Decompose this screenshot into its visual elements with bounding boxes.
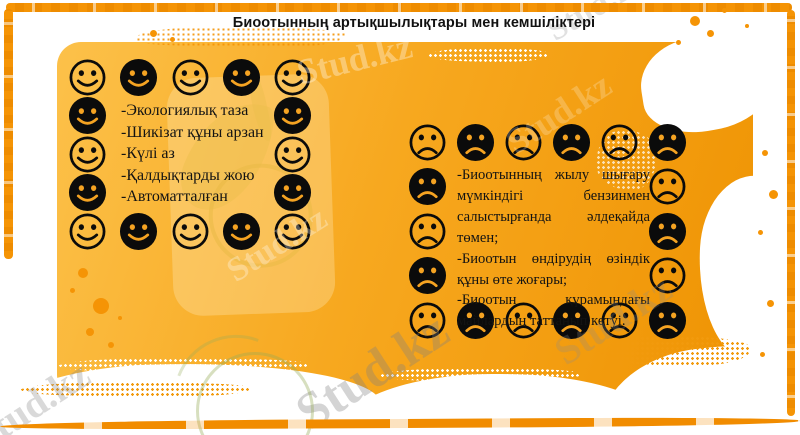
sad-filled-face-icon [403, 165, 451, 210]
disadvantage-item: -Биоотынның жылу шығару мүмкіндігі бензи… [457, 167, 650, 246]
sad-outline-face-icon [643, 254, 691, 299]
sad-filled-face-icon [547, 120, 595, 165]
sad-filled-face-icon [643, 298, 691, 343]
happy-filled-face-icon [216, 212, 267, 251]
grunge-frame-right [787, 10, 795, 416]
sad-outline-face-icon [403, 298, 451, 343]
paint-splatter [745, 24, 749, 28]
advantage-item: -Қалдықтарды жою [121, 166, 255, 184]
paint-splatter [769, 190, 778, 199]
happy-outline-face-icon [267, 212, 318, 251]
happy-outline-face-icon [62, 135, 113, 174]
halftone-speckle [600, 336, 750, 366]
advantage-item: -Шикізат құны арзан [121, 123, 264, 141]
sad-filled-face-icon [403, 254, 451, 299]
advantages-list: -Экологиялық таза -Шикізат құны арзан -Күл… [121, 100, 306, 208]
disadvantages-list: -Биоотынның жылу шығару мүмкіндігі бензи… [457, 165, 650, 332]
grunge-frame-left [4, 9, 13, 259]
paint-splatter [767, 300, 774, 307]
happy-filled-face-icon [113, 212, 164, 251]
sad-outline-face-icon [403, 120, 451, 165]
paint-splatter [762, 150, 768, 156]
grunge-frame-top [6, 3, 792, 12]
happy-outline-face-icon [267, 58, 318, 97]
sad-filled-face-icon [451, 298, 499, 343]
paint-splatter [78, 268, 88, 278]
happy-filled-face-icon [267, 174, 318, 213]
sad-filled-face-icon [451, 120, 499, 165]
happy-outline-face-icon [267, 135, 318, 174]
sad-filled-face-icon [547, 298, 595, 343]
disadvantage-item: -Биоотын құрамындағы майлардың таттанып … [457, 292, 650, 330]
advantage-item: -Экологиялық таза [121, 102, 249, 119]
sad-outline-face-icon [595, 298, 643, 343]
paint-splatter [70, 288, 75, 293]
happy-face-grid [62, 58, 318, 251]
halftone-speckle [380, 368, 580, 382]
happy-filled-face-icon [62, 97, 113, 136]
paint-splatter [722, 8, 727, 13]
happy-outline-face-icon [165, 58, 216, 97]
sad-face-grid [403, 120, 691, 343]
paint-splatter [707, 30, 714, 37]
paint-splatter [108, 342, 114, 348]
paint-spray [136, 27, 346, 47]
happy-filled-face-icon [267, 97, 318, 136]
paint-splatter [118, 316, 122, 320]
halftone-speckle [428, 48, 548, 62]
sad-filled-face-icon [643, 209, 691, 254]
paint-splatter [758, 230, 763, 235]
happy-outline-face-icon [62, 212, 113, 251]
paint-splatter [93, 298, 109, 314]
sad-filled-face-icon [643, 120, 691, 165]
happy-filled-face-icon [62, 174, 113, 213]
happy-outline-face-icon [165, 212, 216, 251]
advantage-item: -Күлі аз [121, 145, 175, 163]
paint-splatter [676, 40, 681, 45]
disadvantage-item: -Биоотын өндірудің өзіндік құны өте жоға… [457, 250, 650, 288]
paint-splatter [86, 328, 94, 336]
happy-outline-face-icon [62, 58, 113, 97]
halftone-speckle [596, 130, 656, 190]
happy-filled-face-icon [113, 58, 164, 97]
paint-splatter [690, 16, 700, 26]
advantage-item: -Автоматталған [121, 188, 228, 206]
sad-outline-face-icon [499, 120, 547, 165]
paint-splatter [170, 37, 175, 42]
sad-outline-face-icon [643, 165, 691, 210]
sad-outline-face-icon [499, 298, 547, 343]
paint-splatter [150, 30, 157, 37]
sad-outline-face-icon [403, 209, 451, 254]
slide-title: Биоотынның артықшылықтары мен кемшілікте… [232, 15, 596, 31]
happy-filled-face-icon [216, 58, 267, 97]
halftone-speckle [20, 382, 250, 397]
sad-outline-face-icon [595, 120, 643, 165]
paint-splatter [760, 352, 765, 357]
